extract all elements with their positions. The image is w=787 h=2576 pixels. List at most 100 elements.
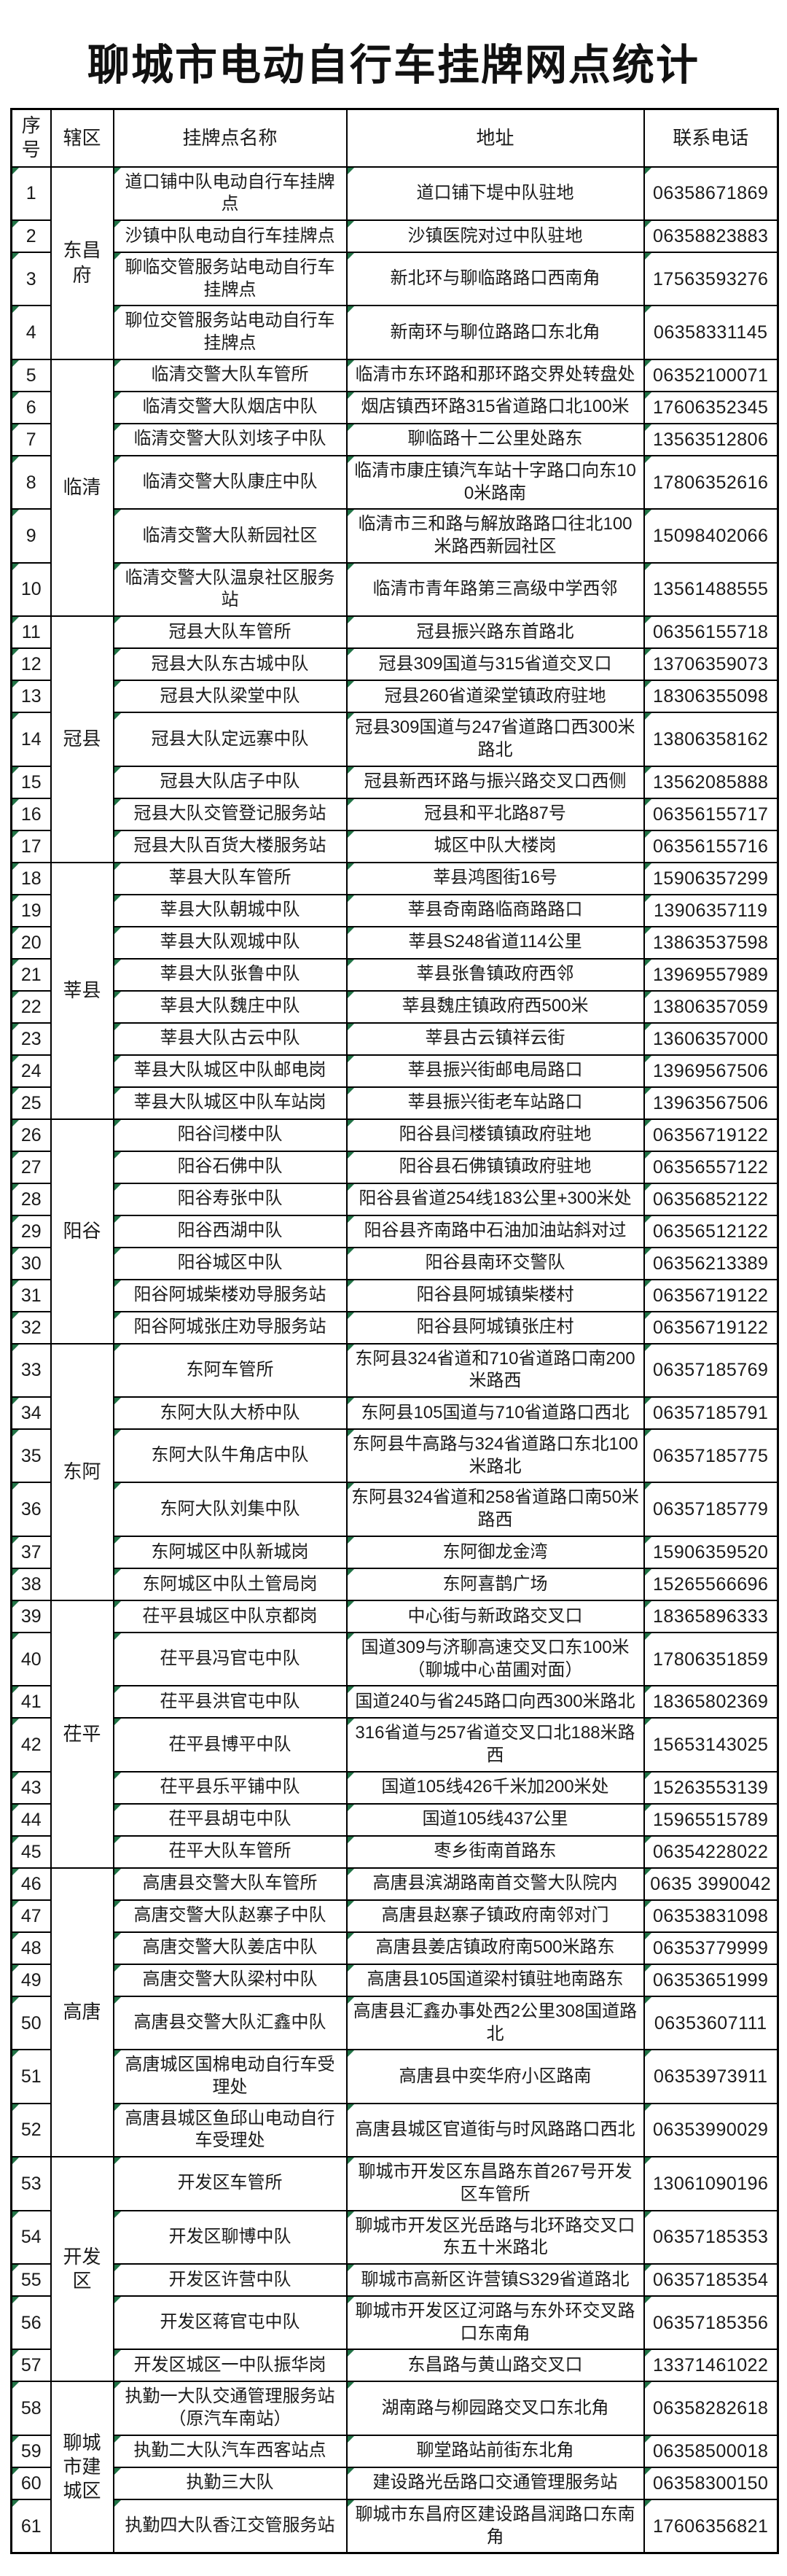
address-cell: 莘县奇南路临商路路口 xyxy=(345,893,645,927)
point-name-cell: 阳谷西湖中队 xyxy=(112,1214,348,1248)
table-row: 46 高唐 高唐县交警大队车管所 高唐县滨湖路南首交警大队院内 0635 3990042 xyxy=(10,1867,779,2158)
phone-cell: 06356512122 xyxy=(643,1214,779,1248)
point-name-cell: 执勤三大队 xyxy=(112,2466,348,2500)
address-cell: 临清市东环路和那环路交界处转盘处 xyxy=(345,358,645,392)
table-row: 21 莘县大队张鲁中队 莘县张鲁镇政府西邻 13969557989 xyxy=(10,957,779,992)
phone-cell: 06353831098 xyxy=(643,1899,779,1933)
serial-cell: 52 xyxy=(10,2102,52,2158)
point-name-cell: 高唐县交警大队汇鑫中队 xyxy=(112,1995,348,2051)
address-cell: 阳谷县阿城镇张庄村 xyxy=(345,1310,645,1345)
phone-cell: 18365896333 xyxy=(643,1599,779,1633)
serial-cell: 23 xyxy=(10,1022,52,1056)
district-cell: 莘县 xyxy=(50,861,114,1120)
table-row: 12 冠县大队东古城中队 冠县309国道与315省道交叉口 13706359073 xyxy=(10,647,779,682)
serial-cell: 16 xyxy=(10,797,52,831)
address-cell: 冠县和平北路87号 xyxy=(345,797,645,831)
point-name-cell: 茌平县乐平铺中队 xyxy=(112,1770,348,1805)
address-cell: 高唐县中奕华府小区路南 xyxy=(345,2049,645,2104)
phone-cell: 06358671869 xyxy=(643,166,779,221)
point-name-cell: 临清交警大队烟店中队 xyxy=(112,390,348,424)
serial-cell: 17 xyxy=(10,829,52,863)
point-name-cell: 阳谷阿城柴楼劝导服务站 xyxy=(112,1278,348,1312)
phone-cell: 15906357299 xyxy=(643,861,779,895)
district-cell: 东昌府 xyxy=(50,166,114,360)
point-name-cell: 冠县大队车管所 xyxy=(112,615,348,650)
table-row: 38 东阿城区中队土管局岗 东阿喜鹊广场 15265566696 xyxy=(10,1567,779,1601)
point-name-cell: 临清交警大队新园社区 xyxy=(112,508,348,564)
point-name-cell: 高唐县城区鱼邱山电动自行车受理处 xyxy=(112,2102,348,2158)
serial-cell: 51 xyxy=(10,2049,52,2104)
address-cell: 国道105线426千米加200米处 xyxy=(345,1770,645,1805)
table-row: 15 冠县大队店子中队 冠县新西环路与振兴路交叉口西侧 13562085888 xyxy=(10,765,779,799)
phone-cell: 06358331145 xyxy=(643,305,779,360)
table-row: 52 高唐县城区鱼邱山电动自行车受理处 高唐县城区官道街与时风路路口西北 063539… xyxy=(10,2102,779,2158)
address-cell: 316省道与257省道交叉口北188米路西 xyxy=(345,1717,645,1773)
page-title: 聊城市电动自行车挂牌网点统计 xyxy=(87,42,700,89)
table-row: 13 冠县大队梁堂中队 冠县260省道梁堂镇政府驻地 18306355098 xyxy=(10,680,779,714)
table-row: 10 临清交警大队温泉社区服务站 临清市青年路第三高级中学西邻 13561488555 xyxy=(10,561,779,618)
phone-cell: 06356719122 xyxy=(643,1278,779,1312)
table-row: 23 莘县大队古云中队 莘县古云镇祥云街 13606357000 xyxy=(10,1022,779,1056)
point-name-cell: 开发区城区一中队振华岗 xyxy=(112,2349,348,2383)
phone-cell: 06356213389 xyxy=(643,1246,779,1280)
point-name-cell: 东阿大队牛角店中队 xyxy=(112,1428,348,1484)
serial-cell: 28 xyxy=(10,1182,52,1216)
address-cell: 阳谷县石佛镇镇政府驻地 xyxy=(345,1150,645,1184)
serial-cell: 54 xyxy=(10,2209,52,2265)
phone-cell: 17563593276 xyxy=(643,251,779,307)
table-row: 55 开发区许营中队 聊城市高新区许营镇S329省道路北 06357185354 xyxy=(10,2262,779,2297)
address-cell: 建设路光岳路口交通管理服务站 xyxy=(345,2466,645,2500)
point-name-cell: 聊临交管服务站电动自行车挂牌点 xyxy=(112,251,348,307)
address-cell: 阳谷县齐南路中石油加油站斜对过 xyxy=(345,1214,645,1248)
table-row: 32 阳谷阿城张庄劝导服务站 阳谷县阿城镇张庄村 06356719122 xyxy=(10,1310,779,1345)
point-name-cell: 开发区蒋官屯中队 xyxy=(112,2295,348,2351)
table-row: 43 茌平县乐平铺中队 国道105线426千米加200米处 15263553139 xyxy=(10,1770,779,1805)
serial-cell: 53 xyxy=(10,2156,52,2211)
phone-cell: 13806357059 xyxy=(643,989,779,1024)
point-name-cell: 道口铺中队电动自行车挂牌点 xyxy=(112,166,348,221)
table-row: 20 莘县大队观城中队 莘县S248省道114公里 13863537598 xyxy=(10,925,779,960)
address-cell: 阳谷县闫楼镇镇政府驻地 xyxy=(345,1118,645,1152)
table-row: 26 阳谷 阳谷闫楼中队 阳谷县闫楼镇镇政府驻地 06356719122 xyxy=(10,1118,779,1345)
serial-cell: 4 xyxy=(10,305,52,360)
phone-cell: 18306355098 xyxy=(643,680,779,714)
table-row: 29 阳谷西湖中队 阳谷县齐南路中石油加油站斜对过 06356512122 xyxy=(10,1214,779,1248)
serial-cell: 24 xyxy=(10,1054,52,1088)
phone-cell: 06353990029 xyxy=(643,2102,779,2158)
table-row: 60 执勤三大队 建设路光岳路口交通管理服务站 06358300150 xyxy=(10,2466,779,2500)
point-name-cell: 东阿城区中队土管局岗 xyxy=(112,1567,348,1601)
serial-cell: 49 xyxy=(10,1963,52,1997)
serial-cell: 42 xyxy=(10,1717,52,1773)
serial-cell: 6 xyxy=(10,390,52,424)
serial-cell: 13 xyxy=(10,680,52,714)
serial-cell: 59 xyxy=(10,2434,52,2468)
phone-cell: 17606352345 xyxy=(643,390,779,424)
header-name: 挂牌点名称 xyxy=(112,108,348,168)
serial-cell: 14 xyxy=(10,712,52,767)
serial-cell: 2 xyxy=(10,219,52,253)
table-row: 18 莘县 莘县大队车管所 莘县鸿图街16号 15906357299 xyxy=(10,861,779,1120)
phone-cell: 06354228022 xyxy=(643,1834,779,1869)
serial-cell: 1 xyxy=(10,166,52,221)
table-row: 5 临清 临清交警大队车管所 临清市东环路和那环路交界处转盘处 06352100071 xyxy=(10,358,779,618)
phone-cell: 06357185769 xyxy=(643,1342,779,1398)
address-cell: 东阿喜鹊广场 xyxy=(345,1567,645,1601)
phone-cell: 06356155718 xyxy=(643,615,779,650)
address-cell: 高唐县汇鑫办事处西2公里308国道路北 xyxy=(345,1995,645,2051)
point-name-cell: 阳谷阿城张庄劝导服务站 xyxy=(112,1310,348,1345)
point-name-cell: 阳谷寿张中队 xyxy=(112,1182,348,1216)
serial-cell: 15 xyxy=(10,765,52,799)
serial-cell: 36 xyxy=(10,1482,52,1537)
phone-cell: 15098402066 xyxy=(643,508,779,564)
phone-cell: 06357185791 xyxy=(643,1396,779,1431)
point-name-cell: 莘县大队城区中队邮电岗 xyxy=(112,1054,348,1088)
district-cell: 冠县 xyxy=(50,615,114,863)
point-name-cell: 东阿城区中队新城岗 xyxy=(112,1535,348,1569)
phone-cell: 06358500018 xyxy=(643,2434,779,2468)
address-cell: 临清市三和路与解放路路口往北100米路西新园社区 xyxy=(345,508,645,564)
point-name-cell: 莘县大队古云中队 xyxy=(112,1022,348,1056)
table-row: 30 阳谷城区中队 阳谷县南环交警队 06356213389 xyxy=(10,1246,779,1280)
address-cell: 沙镇医院对过中队驻地 xyxy=(345,219,645,253)
address-cell: 城区中队大楼岗 xyxy=(345,829,645,863)
serial-cell: 10 xyxy=(10,561,52,618)
